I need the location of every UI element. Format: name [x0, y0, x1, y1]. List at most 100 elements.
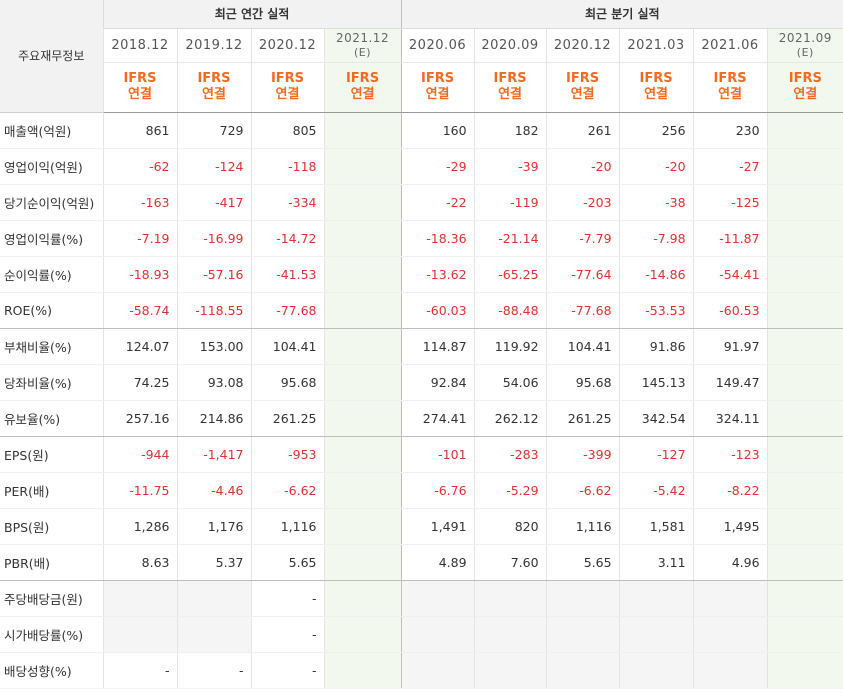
value-cell: -65.25 — [473, 256, 547, 293]
value-cell: -5.42 — [618, 472, 694, 509]
value-cell: 1,116 — [545, 508, 620, 545]
period-label: 2021.09 — [778, 30, 832, 45]
value-cell: 104.41 — [250, 328, 324, 365]
value-cell: -118 — [250, 148, 324, 185]
period-header: 2020.12 — [250, 28, 324, 63]
period-header: 2019.12 — [176, 28, 251, 63]
value-cell — [323, 256, 402, 293]
value-cell: 261.25 — [545, 400, 620, 437]
value-cell: 257.16 — [102, 400, 177, 437]
value-cell — [102, 616, 177, 653]
row-label: PBR(배) — [0, 544, 103, 581]
value-cell — [473, 580, 547, 617]
value-cell — [400, 580, 475, 617]
value-cell: 93.08 — [176, 364, 251, 401]
value-cell — [618, 580, 694, 617]
annual-group-title: 최근 연간 실적 — [102, 0, 402, 29]
value-cell: 153.00 — [176, 328, 251, 365]
value-cell: -21.14 — [473, 220, 547, 257]
value-cell — [766, 148, 843, 185]
value-cell: -20 — [618, 148, 694, 185]
value-cell: -18.93 — [102, 256, 177, 293]
value-cell: -39 — [473, 148, 547, 185]
value-cell: 95.68 — [545, 364, 620, 401]
value-cell: 1,176 — [176, 508, 251, 545]
value-cell: 805 — [250, 112, 324, 149]
value-cell: -20 — [545, 148, 620, 185]
period-header: 2020.06 — [400, 28, 475, 63]
ifrs-label: IFRS — [493, 71, 527, 86]
value-cell: 820 — [473, 508, 547, 545]
row-label: BPS(원) — [0, 508, 103, 545]
row-label: 시가배당률(%) — [0, 616, 103, 653]
period-label: 2018.12 — [111, 37, 169, 53]
row-label: 부채비율(%) — [0, 328, 103, 365]
value-cell: 149.47 — [692, 364, 768, 401]
corner-label: 주요재무정보 — [0, 0, 103, 113]
period-label: 2020.12 — [553, 37, 612, 53]
value-cell — [323, 544, 402, 581]
value-cell: 214.86 — [176, 400, 251, 437]
value-cell: -953 — [250, 436, 324, 473]
value-cell — [766, 256, 843, 293]
consolidated-label: 연결 — [498, 87, 522, 102]
ifrs-consolidated-header: IFRS 연결 — [618, 62, 694, 113]
value-cell — [473, 616, 547, 653]
value-cell — [323, 292, 402, 329]
value-cell: -58.74 — [102, 292, 177, 329]
value-cell — [176, 616, 251, 653]
period-label: 2020.06 — [408, 37, 467, 53]
value-cell: 5.65 — [545, 544, 620, 581]
period-header: 2021.12 (E) — [323, 28, 402, 63]
value-cell — [323, 436, 402, 473]
value-cell — [766, 508, 843, 545]
row-label: 순이익률(%) — [0, 256, 103, 293]
value-cell: 1,495 — [692, 508, 768, 545]
row-label: 당좌비율(%) — [0, 364, 103, 401]
value-cell: -18.36 — [400, 220, 475, 257]
row-label: EPS(원) — [0, 436, 103, 473]
ifrs-label: IFRS — [788, 71, 822, 86]
value-cell — [766, 544, 843, 581]
value-cell: -88.48 — [473, 292, 547, 329]
value-cell — [323, 580, 402, 617]
row-label: PER(배) — [0, 472, 103, 509]
value-cell: 342.54 — [618, 400, 694, 437]
value-cell: 274.41 — [400, 400, 475, 437]
period-label: 2021.03 — [627, 37, 685, 53]
value-cell — [766, 652, 843, 689]
value-cell: 324.11 — [692, 400, 768, 437]
ifrs-consolidated-header: IFRS 연결 — [102, 62, 177, 113]
value-cell — [102, 580, 177, 617]
period-header: 2021.09 (E) — [766, 28, 843, 63]
value-cell — [545, 652, 620, 689]
value-cell: -6.62 — [545, 472, 620, 509]
value-cell: 8.63 — [102, 544, 177, 581]
value-cell: 91.86 — [618, 328, 694, 365]
value-cell: -944 — [102, 436, 177, 473]
value-cell — [323, 220, 402, 257]
value-cell: 4.89 — [400, 544, 475, 581]
value-cell — [692, 616, 768, 653]
ifrs-consolidated-header: IFRS 연결 — [400, 62, 475, 113]
value-cell — [323, 112, 402, 149]
value-cell — [766, 472, 843, 509]
value-cell: -6.76 — [400, 472, 475, 509]
value-cell: -6.62 — [250, 472, 324, 509]
value-cell — [323, 616, 402, 653]
table-row: 유보율(%) 257.16 214.86 261.25 274.41 262.12 261.… — [0, 400, 843, 437]
value-cell — [766, 436, 843, 473]
consolidated-label: 연결 — [718, 87, 742, 102]
consolidated-label: 연결 — [128, 87, 152, 102]
value-cell — [400, 652, 475, 689]
value-cell: -62 — [102, 148, 177, 185]
value-cell: -54.41 — [692, 256, 768, 293]
value-cell: 124.07 — [102, 328, 177, 365]
value-cell: -60.53 — [692, 292, 768, 329]
value-cell: -38 — [618, 184, 694, 221]
value-cell: 262.12 — [473, 400, 547, 437]
value-cell: -7.79 — [545, 220, 620, 257]
value-cell — [323, 508, 402, 545]
row-label: 영업이익률(%) — [0, 220, 103, 257]
value-cell: -125 — [692, 184, 768, 221]
